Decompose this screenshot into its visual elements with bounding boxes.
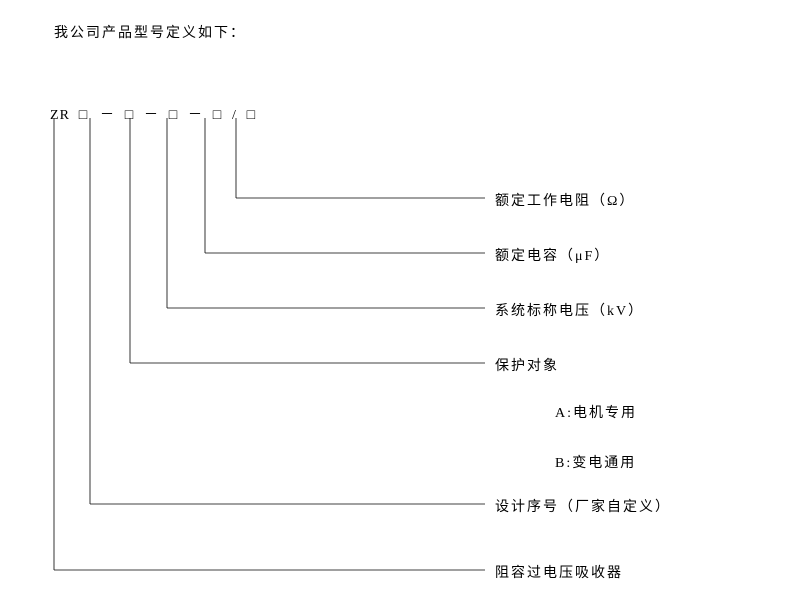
- label-option-b: B:变电通用: [555, 452, 636, 472]
- label-system-voltage: 系统标称电压（kV）: [495, 300, 644, 320]
- label-protection-target: 保护对象: [495, 355, 559, 375]
- label-rated-resistance: 额定工作电阻（Ω）: [495, 190, 635, 210]
- label-device-name: 阻容过电压吸收器: [495, 562, 623, 582]
- label-design-serial: 设计序号（厂家自定义）: [495, 496, 671, 516]
- connector-lines: [0, 0, 806, 602]
- label-option-a: A:电机专用: [555, 402, 637, 422]
- label-rated-capacitance: 额定电容（μF）: [495, 245, 610, 265]
